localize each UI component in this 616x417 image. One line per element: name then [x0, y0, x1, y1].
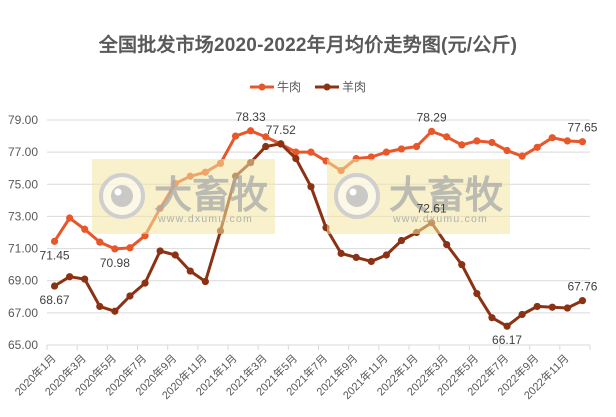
- y-tick-label: 79.00: [8, 113, 38, 127]
- data-label: 66.17: [492, 333, 522, 347]
- data-point-marker[interactable]: [473, 137, 481, 145]
- data-point-marker[interactable]: [262, 142, 270, 151]
- data-point-marker[interactable]: [141, 279, 149, 287]
- y-tick-label: 77.00: [8, 145, 38, 159]
- data-labels: 71.45 70.98 78.33 78.29 77.65 68.67 77.52 72.61…: [40, 110, 598, 347]
- data-point-marker[interactable]: [458, 141, 466, 149]
- data-point-marker[interactable]: [428, 127, 436, 136]
- data-point-marker[interactable]: [503, 322, 511, 330]
- data-point-marker[interactable]: [397, 145, 406, 153]
- data-point-marker[interactable]: [563, 137, 571, 145]
- data-point-marker[interactable]: [548, 134, 556, 142]
- data-point-marker[interactable]: [397, 236, 406, 245]
- legend-line-marker-icon: [315, 83, 339, 90]
- data-point-marker[interactable]: [533, 302, 541, 311]
- watermark-url: www.dxumu.com: [157, 213, 253, 225]
- data-point-marker[interactable]: [111, 245, 119, 253]
- data-point-marker[interactable]: [81, 225, 89, 233]
- data-point-marker[interactable]: [96, 302, 104, 311]
- y-tick-label: 67.00: [8, 306, 38, 320]
- legend-label: 牛肉: [276, 80, 301, 94]
- watermark-brand: 大畜牧: [154, 175, 269, 217]
- y-axis: 65.00 67.00 69.00 71.00 73.00 75.00 77.00 79.00: [8, 113, 38, 352]
- y-tick-label: 73.00: [8, 209, 38, 223]
- data-point-marker[interactable]: [156, 247, 164, 255]
- data-point-marker[interactable]: [81, 275, 89, 283]
- data-point-marker[interactable]: [412, 142, 421, 151]
- data-point-marker[interactable]: [518, 152, 526, 160]
- data-point-marker[interactable]: [292, 148, 300, 156]
- data-label: 70.98: [100, 256, 130, 270]
- data-point-marker[interactable]: [458, 261, 466, 269]
- data-label: 71.45: [40, 248, 70, 262]
- data-point-marker[interactable]: [96, 238, 104, 246]
- data-point-marker[interactable]: [578, 138, 587, 146]
- data-point-marker[interactable]: [231, 132, 240, 140]
- data-point-marker[interactable]: [488, 314, 496, 322]
- data-point-marker[interactable]: [443, 133, 451, 141]
- data-point-marker[interactable]: [262, 133, 270, 141]
- y-tick-label: 71.00: [8, 242, 38, 256]
- data-point-marker[interactable]: [171, 251, 179, 259]
- data-point-marker[interactable]: [50, 237, 59, 245]
- data-point-marker[interactable]: [563, 304, 571, 312]
- data-point-marker[interactable]: [548, 303, 556, 311]
- data-point-marker[interactable]: [473, 289, 481, 298]
- data-point-marker[interactable]: [352, 253, 360, 262]
- data-point-marker[interactable]: [518, 310, 526, 319]
- y-tick-label: 65.00: [8, 338, 38, 352]
- data-point-marker[interactable]: [367, 153, 375, 161]
- data-point-marker[interactable]: [382, 148, 390, 156]
- data-point-marker[interactable]: [111, 307, 119, 315]
- data-point-marker[interactable]: [66, 273, 74, 281]
- legend-label: 羊肉: [342, 80, 367, 94]
- y-tick-label: 75.00: [8, 177, 38, 191]
- data-point-marker[interactable]: [126, 292, 134, 300]
- data-point-marker[interactable]: [126, 244, 134, 252]
- y-tick-label: 69.00: [8, 274, 38, 288]
- x-axis: 2020年1月2020年3月2020年5月2020年7月2020年9月2020年…: [12, 345, 591, 402]
- data-label: 78.29: [417, 110, 447, 124]
- data-point-marker[interactable]: [292, 154, 300, 163]
- watermark-url: www.dxumu.com: [392, 213, 488, 225]
- data-label: 77.52: [266, 123, 296, 137]
- data-point-marker[interactable]: [307, 148, 315, 156]
- data-point-marker[interactable]: [443, 240, 451, 249]
- data-label: 78.33: [236, 110, 266, 124]
- data-point-marker[interactable]: [50, 282, 59, 290]
- data-point-marker[interactable]: [382, 251, 390, 259]
- legend: 牛肉 羊肉: [0, 78, 616, 95]
- data-point-marker[interactable]: [488, 138, 496, 147]
- data-point-marker[interactable]: [307, 183, 315, 191]
- data-point-marker[interactable]: [533, 143, 541, 151]
- data-point-marker[interactable]: [277, 140, 285, 148]
- data-point-marker[interactable]: [367, 257, 375, 266]
- legend-item-mutton[interactable]: 羊肉: [315, 78, 366, 95]
- legend-item-beef[interactable]: 牛肉: [249, 78, 301, 95]
- data-point-marker[interactable]: [201, 277, 209, 286]
- data-point-marker[interactable]: [578, 297, 587, 305]
- data-point-marker[interactable]: [503, 146, 511, 155]
- data-label: 68.67: [40, 293, 70, 307]
- chart-title: 全国批发市场2020-2022年月均价走势图(元/公斤): [98, 35, 518, 56]
- legend-line-marker-icon: [249, 83, 274, 90]
- data-point-marker[interactable]: [247, 127, 255, 135]
- data-label: 67.76: [567, 280, 597, 294]
- data-point-marker[interactable]: [186, 267, 194, 275]
- data-label: 77.65: [567, 121, 597, 135]
- watermark-brand: 大畜牧: [389, 175, 504, 217]
- data-point-marker[interactable]: [337, 249, 345, 257]
- data-point-marker[interactable]: [66, 214, 74, 222]
- data-label: 72.61: [417, 202, 447, 216]
